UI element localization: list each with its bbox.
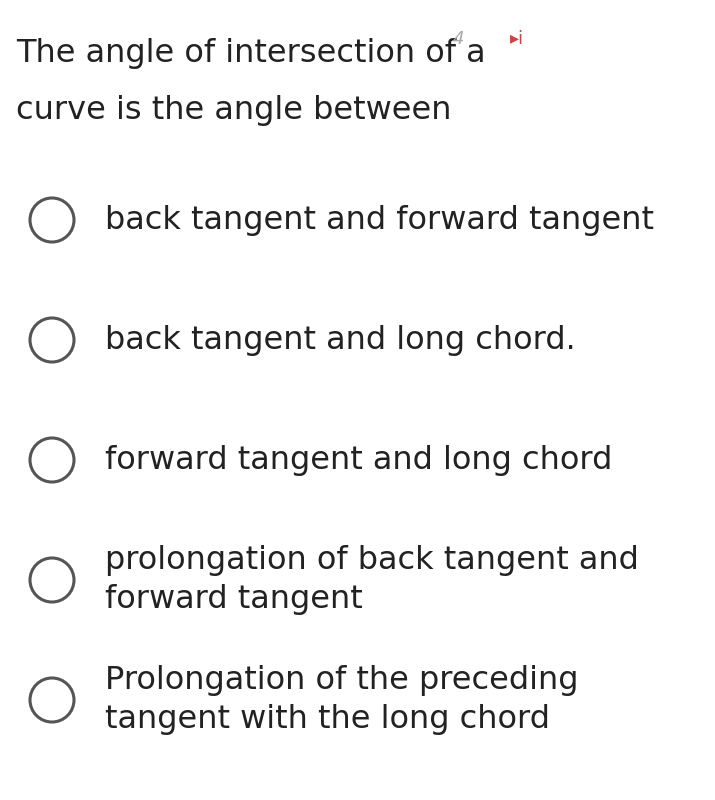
- Text: prolongation of back tangent and
forward tangent: prolongation of back tangent and forward…: [105, 545, 639, 615]
- Text: back tangent and forward tangent: back tangent and forward tangent: [105, 205, 654, 235]
- Text: The angle of intersection of a: The angle of intersection of a: [16, 38, 485, 69]
- Text: ▸i: ▸i: [510, 30, 524, 48]
- Text: curve is the angle between: curve is the angle between: [16, 95, 451, 126]
- Text: back tangent and long chord.: back tangent and long chord.: [105, 325, 576, 355]
- Text: 4: 4: [453, 30, 465, 48]
- Text: Prolongation of the preceding
tangent with the long chord: Prolongation of the preceding tangent wi…: [105, 665, 578, 735]
- Text: forward tangent and long chord: forward tangent and long chord: [105, 445, 612, 475]
